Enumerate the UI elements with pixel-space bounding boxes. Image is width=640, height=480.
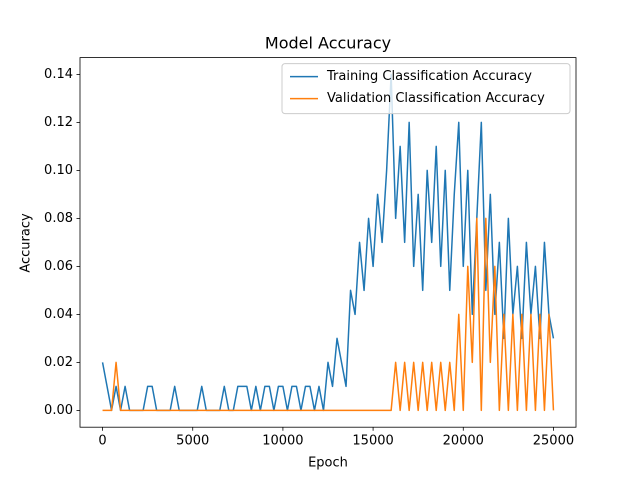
- series-line: [101, 73, 555, 412]
- y-tick-label: 0.10: [44, 163, 73, 178]
- x-tick-label: 20000: [443, 434, 484, 449]
- chart-title: Model Accuracy: [265, 34, 391, 53]
- x-tick-label: 25000: [533, 434, 574, 449]
- x-tick-label: 15000: [352, 434, 393, 449]
- x-tick-label: 0: [98, 434, 106, 449]
- y-tick-label: 0.04: [44, 307, 73, 322]
- y-tick-label: 0.14: [44, 67, 73, 82]
- legend-box: [281, 63, 571, 115]
- x-axis-label: Epoch: [308, 456, 348, 471]
- y-axis-label: Accuracy: [19, 213, 34, 273]
- x-tick-label: 5000: [176, 434, 209, 449]
- x-tick-label: 10000: [262, 434, 303, 449]
- legend-label: Training Classification Accuracy: [326, 69, 532, 84]
- y-tick-label: 0.02: [44, 355, 73, 370]
- series-line: [102, 217, 555, 412]
- y-tick-label: 0.12: [44, 115, 73, 130]
- y-tick-label: 0.08: [44, 211, 73, 226]
- plot-frame: [79, 57, 577, 428]
- legend-label: Validation Classification Accuracy: [327, 91, 545, 106]
- y-tick-label: 0.00: [44, 403, 73, 418]
- y-tick-label: 0.06: [44, 259, 73, 274]
